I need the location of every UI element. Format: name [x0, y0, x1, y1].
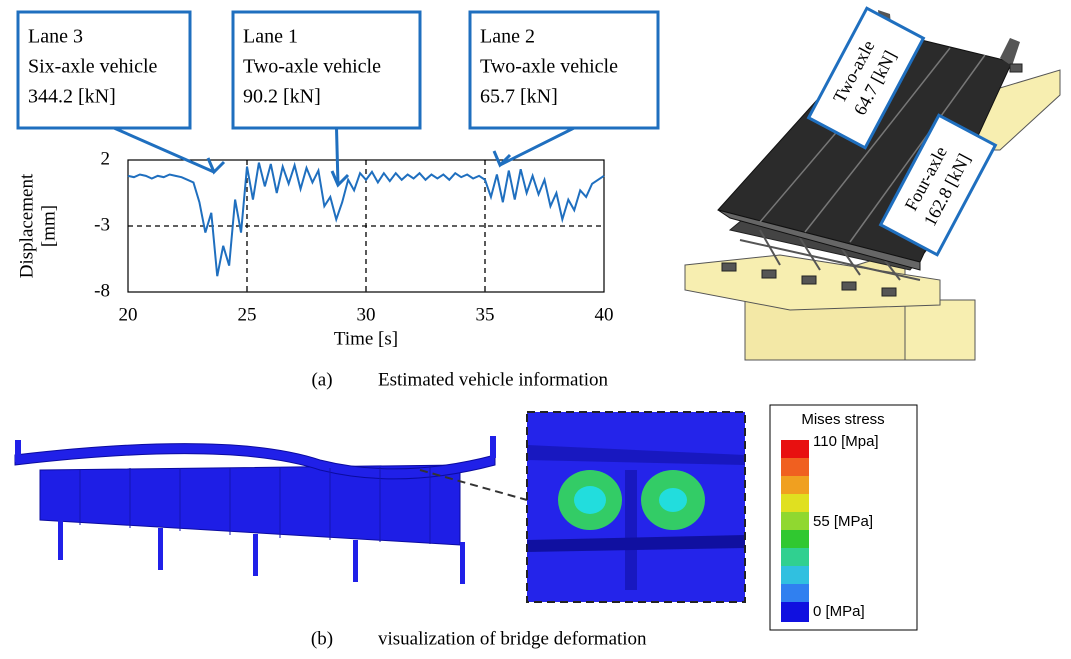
callout-arrowhead — [494, 151, 510, 165]
x-tick-label: 35 — [476, 304, 495, 325]
x-tick-label: 20 — [119, 304, 138, 325]
callout-text: 90.2 [kN] — [243, 86, 321, 108]
legend-label: 55 [MPa] — [813, 513, 873, 530]
stress-legend: Mises stress 110 [Mpa] 55 [MPa] 0 [MPa] — [770, 405, 917, 630]
callout-text: Lane 1 — [243, 26, 298, 48]
y-tick-label: 2 — [101, 148, 111, 169]
callout-text: Lane 3 — [28, 26, 83, 48]
callout-arrow — [337, 128, 339, 185]
callout-text: Two-axle vehicle — [480, 56, 618, 78]
y-axis-label: [mm] — [38, 205, 59, 247]
fem-deformation — [15, 412, 745, 602]
x-tick-label: 40 — [595, 304, 614, 325]
callout-text: Lane 2 — [480, 26, 535, 48]
callout-arrowhead — [332, 171, 348, 185]
callout-text: Two-axle vehicle — [243, 56, 381, 78]
callout-text: 65.7 [kN] — [480, 86, 558, 108]
x-axis-label: Time [s] — [334, 328, 398, 349]
callout-text: Six-axle vehicle — [28, 56, 158, 78]
caption-text: Estimated vehicle information — [378, 369, 609, 390]
callout-arrow — [114, 128, 214, 172]
caption-label: (a) — [311, 369, 332, 390]
caption-text: visualization of bridge deformation — [378, 628, 647, 649]
legend-title: Mises stress — [801, 411, 884, 428]
legend-label: 110 [Mpa] — [813, 433, 879, 450]
y-tick-label: -8 — [94, 280, 110, 301]
callout-text: 344.2 [kN] — [28, 86, 116, 108]
x-tick-label: 30 — [357, 304, 376, 325]
y-tick-label: -3 — [94, 214, 110, 235]
y-axis-label: Displacement — [16, 173, 37, 278]
x-tick-label: 25 — [238, 304, 257, 325]
caption-label: (b) — [311, 628, 333, 649]
legend-label: 0 [MPa] — [813, 603, 865, 620]
figure: Two-axle64.7 [kN]Four-axle162.8 [kN] Mis… — [0, 0, 1071, 659]
